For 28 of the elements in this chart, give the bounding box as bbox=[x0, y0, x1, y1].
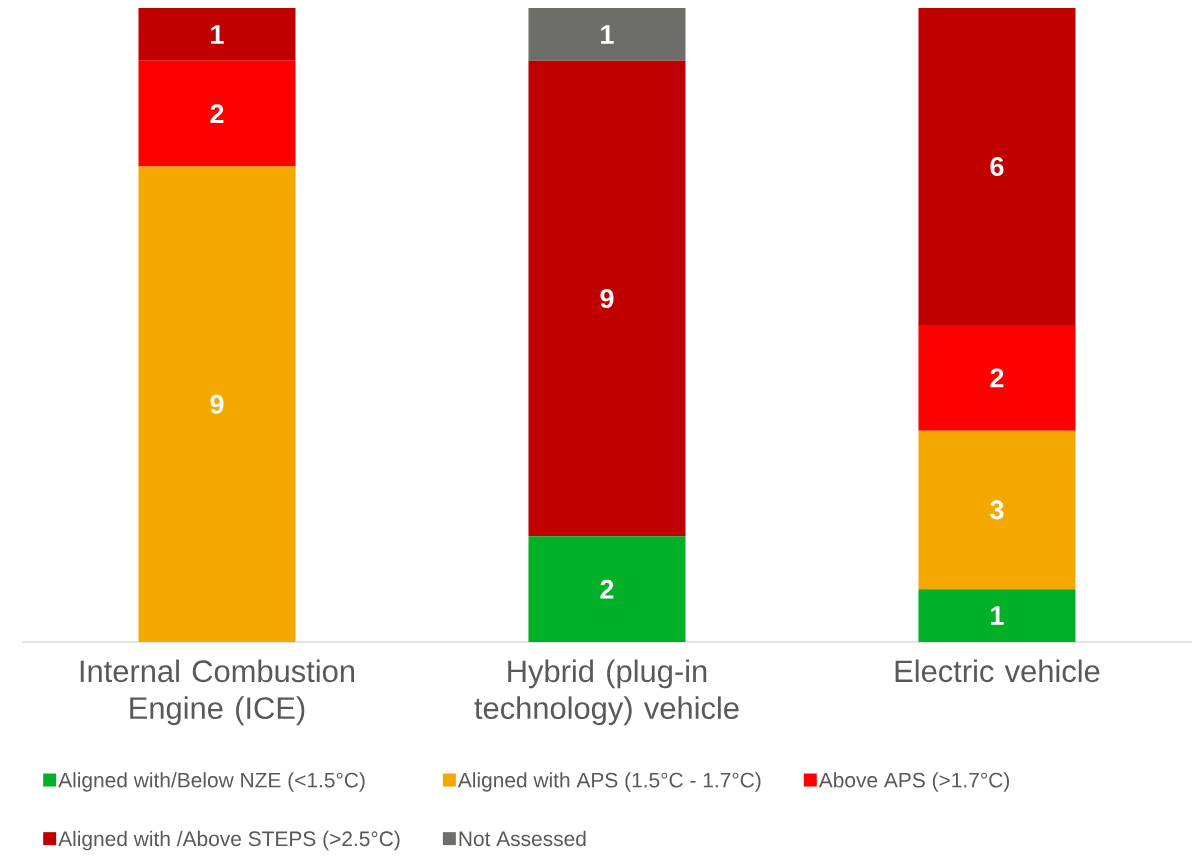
legend-label: Above APS (>1.7°C) bbox=[818, 772, 1009, 792]
legend-label: Not Assessed bbox=[459, 830, 586, 847]
bar bbox=[918, 7, 1076, 325]
data-label: 9 bbox=[600, 289, 614, 309]
bar bbox=[528, 536, 686, 642]
bar bbox=[528, 60, 686, 537]
bar bbox=[918, 589, 1076, 642]
data-label: 2 bbox=[990, 368, 1004, 388]
data-label: 1 bbox=[211, 25, 224, 44]
legend-label: Aligned with /Above STEPS (>2.5°C) bbox=[58, 830, 400, 851]
bar bbox=[528, 7, 686, 61]
bar bbox=[918, 430, 1076, 590]
data-label: 9 bbox=[210, 394, 224, 414]
data-label: 2 bbox=[210, 104, 224, 124]
data-label: 1 bbox=[601, 25, 614, 44]
legend-label: Aligned with/Below NZE (<1.5°C) bbox=[58, 772, 365, 792]
data-label: 2 bbox=[600, 579, 614, 599]
bar bbox=[138, 166, 296, 642]
bar bbox=[138, 60, 296, 167]
data-label: 1 bbox=[991, 606, 1004, 625]
bar bbox=[918, 325, 1076, 431]
bar bbox=[138, 7, 296, 61]
x-tick-label: Hybrid (plug-in technology) vehicle bbox=[474, 659, 739, 726]
x-tick-label: Internal Combustion Engine (ICE) bbox=[80, 659, 354, 726]
data-label: 6 bbox=[990, 156, 1004, 177]
legend-label: Aligned with APS (1.5°C - 1.7°C) bbox=[457, 772, 761, 792]
data-label: 3 bbox=[990, 500, 1004, 520]
x-tick-label: Electric vehicle bbox=[895, 659, 1100, 683]
